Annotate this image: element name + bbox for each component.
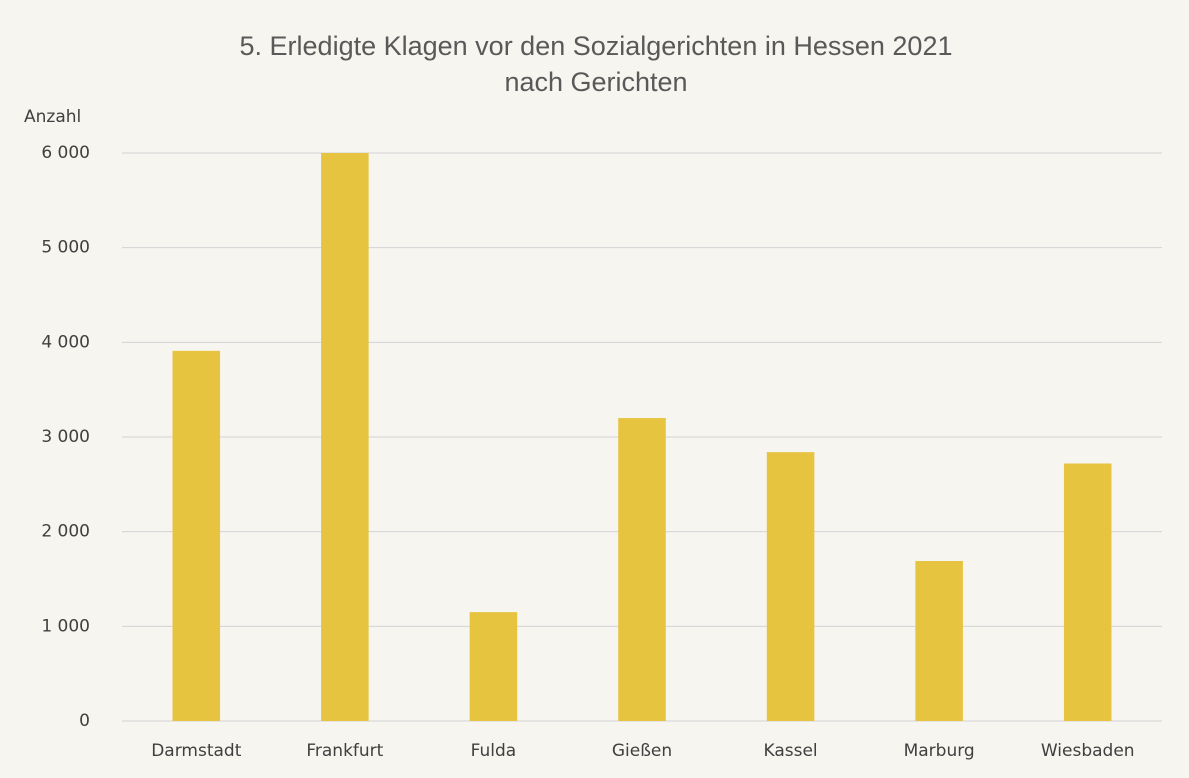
x-tick-label: Wiesbaden [1041,741,1135,761]
y-tick-label: 1 000 [41,616,90,636]
y-tick-label: 2 000 [41,522,90,542]
bar [321,153,369,721]
y-tick-label: 3 000 [41,427,90,447]
bar [915,561,963,721]
x-tick-label: Fulda [471,741,517,761]
y-tick-label: 6 000 [41,143,90,163]
bar [469,612,518,721]
bar [766,452,815,721]
x-tick-label: Kassel [763,741,817,761]
bar [618,418,666,721]
x-tick-label: Marburg [904,741,975,761]
x-tick-label: Frankfurt [306,741,383,761]
bar [1063,463,1112,721]
y-tick-label: 4 000 [41,332,90,352]
x-tick-label: Darmstadt [151,741,241,761]
y-axis-label: Anzahl [24,107,81,127]
chart-subtitle: nach Gerichten [504,67,687,97]
y-tick-label: 5 000 [41,238,90,258]
y-tick-label: 0 [79,711,90,731]
x-tick-label: Gießen [612,741,672,761]
chart-title: 5. Erledigte Klagen vor den Sozialgerich… [240,31,953,61]
bar [172,350,221,721]
